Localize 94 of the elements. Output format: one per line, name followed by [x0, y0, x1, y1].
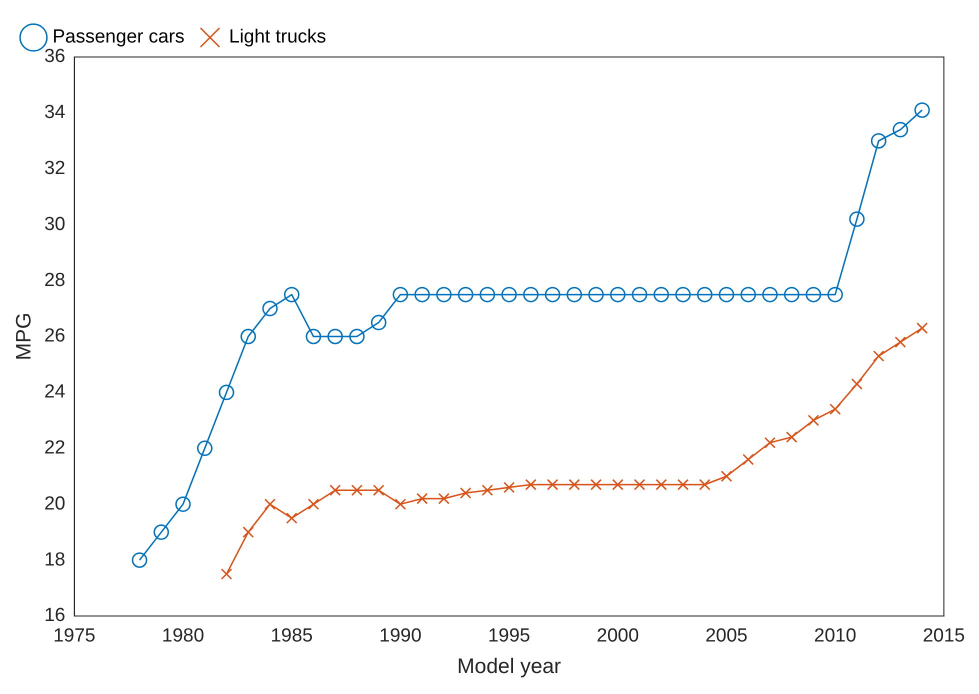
point — [284, 286, 300, 302]
point — [916, 322, 928, 334]
point — [503, 482, 515, 494]
point — [218, 384, 234, 400]
x-tick-label: 2015 — [922, 626, 966, 647]
point — [501, 286, 517, 302]
point — [786, 431, 798, 443]
point — [175, 496, 191, 512]
point — [372, 484, 384, 496]
point — [588, 286, 604, 302]
y-tick-label: 20 — [44, 493, 66, 514]
point — [720, 470, 732, 482]
point — [327, 328, 343, 344]
point — [610, 286, 626, 302]
point — [827, 286, 843, 302]
point — [699, 478, 710, 490]
point — [849, 211, 865, 227]
point — [523, 286, 539, 302]
point — [762, 286, 778, 302]
point — [436, 286, 452, 302]
point — [240, 328, 256, 344]
point — [718, 286, 734, 302]
point — [460, 487, 472, 499]
legend-label: Light trucks — [229, 26, 326, 48]
point — [806, 286, 822, 302]
point — [872, 350, 884, 362]
point — [675, 286, 691, 302]
point — [829, 403, 841, 415]
point — [480, 286, 496, 302]
point — [894, 336, 906, 348]
point — [566, 286, 582, 302]
point — [264, 498, 276, 510]
point — [740, 286, 756, 302]
point — [696, 286, 712, 302]
y-tick-label: 30 — [44, 214, 66, 235]
point — [632, 286, 648, 302]
point — [742, 454, 754, 466]
point — [764, 437, 776, 448]
y-tick-label: 24 — [44, 382, 66, 403]
point — [394, 498, 406, 510]
y-tick-label: 34 — [44, 102, 66, 124]
point — [784, 286, 800, 302]
point — [808, 414, 820, 426]
point — [677, 478, 689, 490]
point — [438, 492, 450, 504]
point — [329, 484, 341, 496]
point — [914, 102, 930, 118]
point — [851, 378, 863, 390]
point — [349, 328, 365, 344]
point — [870, 133, 886, 149]
point — [525, 478, 537, 490]
x-tick-label: 1985 — [270, 626, 313, 647]
point — [634, 478, 646, 490]
point — [242, 526, 254, 538]
y-axis-title: MPG — [12, 312, 36, 360]
point — [892, 122, 908, 138]
y-tick-label: 26 — [44, 326, 66, 347]
point — [482, 484, 494, 496]
point — [590, 478, 602, 490]
point — [392, 286, 408, 302]
point — [654, 286, 670, 302]
x-tick-label: 1975 — [53, 626, 96, 647]
point — [458, 286, 474, 302]
point — [132, 552, 148, 568]
x-axis-title: Model year — [457, 655, 562, 678]
point — [656, 478, 667, 490]
y-tick-label: 32 — [44, 158, 66, 180]
point — [286, 512, 298, 524]
y-tick-label: 18 — [44, 549, 66, 570]
point — [351, 484, 363, 496]
y-tick-label: 28 — [44, 270, 66, 291]
x-tick-label: 2010 — [814, 626, 856, 647]
x-tick-label: 1980 — [162, 626, 204, 647]
point — [546, 478, 558, 490]
legend-label: Passenger cars — [52, 26, 185, 48]
point — [416, 492, 428, 504]
point — [306, 328, 322, 344]
point — [154, 524, 170, 540]
point — [612, 478, 624, 490]
y-tick-label: 36 — [44, 46, 66, 68]
x-tick-label: 1990 — [379, 626, 422, 647]
point — [414, 286, 430, 302]
point — [197, 440, 213, 456]
point — [308, 498, 320, 510]
y-tick-label: 22 — [44, 438, 66, 459]
point — [220, 568, 232, 580]
point — [262, 300, 278, 316]
x-tick-label: 2000 — [596, 626, 639, 647]
point — [370, 314, 386, 330]
x-tick-label: 2005 — [705, 626, 748, 647]
x-tick-label: 1995 — [488, 626, 530, 647]
point — [568, 478, 580, 490]
point — [544, 286, 560, 302]
y-tick-label: 16 — [44, 605, 66, 626]
